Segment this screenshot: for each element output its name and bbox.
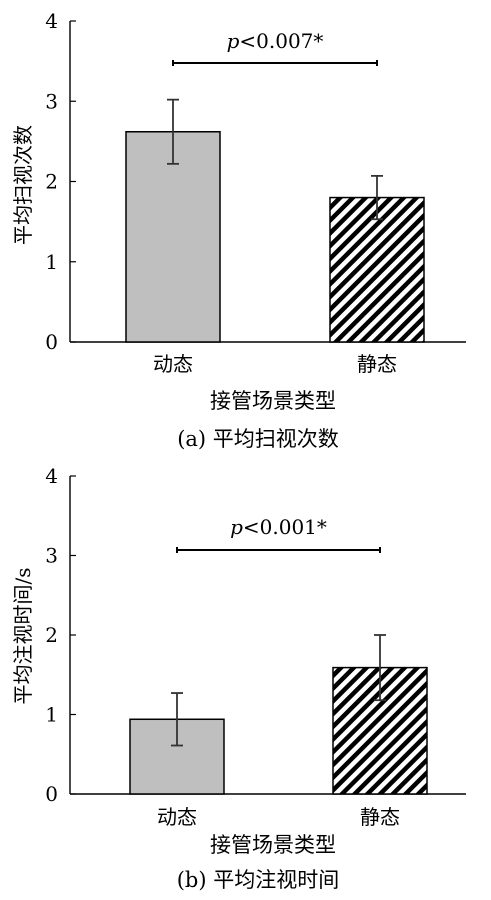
significance-label: p<0.007*: [227, 29, 324, 53]
x-tick-label: 静态: [360, 805, 400, 829]
x-axis-label: 接管场景类型: [210, 389, 336, 413]
x-tick-label: 动态: [153, 352, 193, 376]
y-tick-label: 3: [45, 89, 58, 113]
chart-caption: (a) 平均扫视次数: [177, 427, 339, 451]
significance-p: p: [227, 29, 240, 53]
y-tick-label: 2: [45, 170, 58, 194]
y-tick-label: 3: [45, 544, 58, 568]
x-tick-label: 动态: [157, 805, 197, 829]
chart-b: 0 1 2 3 4 动态 静态 p<0.001* 平均注视时间/s 接管场景类型 (b) 平均注视时…: [11, 464, 466, 892]
significance-p: p: [230, 515, 243, 539]
bar: [329, 196, 425, 343]
y-tick-label: 0: [45, 782, 58, 806]
y-axis-label: 平均扫视次数: [11, 125, 35, 245]
chart-caption: (b) 平均注视时间: [177, 868, 340, 892]
significance-value: <0.007*: [239, 29, 323, 53]
y-tick-label: 1: [45, 703, 58, 727]
y-axis-label: 平均注视时间/s: [11, 567, 35, 704]
y-tick-label: 4: [45, 9, 58, 33]
y-tick-label: 4: [45, 464, 58, 488]
y-tick-label: 0: [45, 330, 58, 354]
x-tick-label: 静态: [357, 352, 397, 376]
y-tick-label: 1: [45, 250, 58, 274]
bar: [125, 130, 221, 343]
y-tick-label: 2: [45, 623, 58, 647]
significance-label: p<0.001*: [230, 515, 327, 539]
x-axis-label: 接管场景类型: [210, 833, 336, 857]
significance-value: <0.001*: [243, 515, 327, 539]
